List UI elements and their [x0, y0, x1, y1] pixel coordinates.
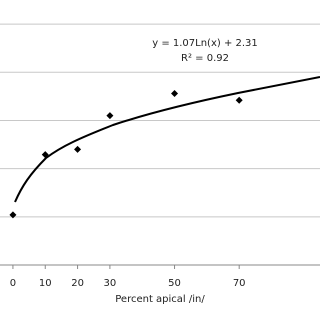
- r-squared: R² = 0.92: [181, 53, 229, 64]
- x-tick-label: 20: [71, 278, 84, 289]
- data-point: [9, 211, 17, 219]
- data-point: [235, 96, 243, 104]
- data-point: [74, 145, 82, 153]
- x-tick-label: 50: [168, 278, 181, 289]
- x-tick-label: 10: [39, 278, 52, 289]
- fit-equation: y = 1.07Ln(x) + 2.31: [152, 38, 258, 49]
- x-tick-label: 0: [10, 278, 16, 289]
- data-point: [41, 151, 49, 159]
- x-tick-label: 70: [233, 278, 246, 289]
- data-point: [171, 89, 179, 97]
- x-axis-label: Percent apical /in/: [115, 294, 205, 305]
- data-point: [106, 112, 114, 120]
- trendline: [14, 76, 320, 203]
- x-tick-label: 30: [104, 278, 117, 289]
